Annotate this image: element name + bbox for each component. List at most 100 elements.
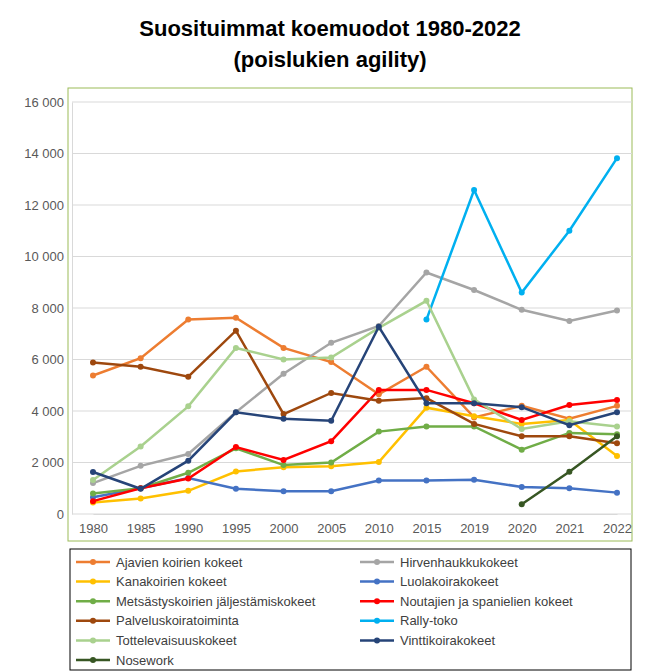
series-marker (138, 496, 144, 502)
series-line (93, 390, 617, 501)
grid-line (72, 359, 632, 360)
y-tick-label: 2 000 (31, 455, 64, 470)
series-marker (138, 486, 144, 492)
legend-marker (90, 657, 96, 663)
series-marker (519, 404, 525, 410)
series-marker (281, 488, 287, 494)
series-marker (281, 416, 287, 422)
x-axis-line (94, 514, 618, 515)
legend-marker (90, 559, 96, 565)
series-marker (185, 488, 191, 494)
series (90, 387, 620, 504)
x-axis: 1980198519901995200020052010201520192020… (79, 514, 632, 536)
legend-item: Hirvenhaukkukokeet (360, 555, 518, 570)
x-tick-label: 2022 (603, 521, 632, 536)
series-marker (614, 453, 620, 459)
y-tick: 0 (57, 507, 72, 522)
series-marker (614, 423, 620, 429)
series-marker (519, 433, 525, 439)
grid-line (72, 514, 632, 515)
series-line (93, 301, 617, 480)
series-marker (471, 400, 477, 406)
series-marker (185, 374, 191, 380)
series-marker (328, 418, 334, 424)
legend-marker (374, 618, 380, 624)
series-marker (471, 400, 477, 406)
series-marker (614, 308, 620, 314)
series-marker (471, 287, 477, 293)
x-tick: 1995 (222, 514, 251, 536)
series-marker (185, 470, 191, 476)
series-marker (185, 451, 191, 457)
x-tick: 2000 (270, 514, 299, 536)
series-marker (566, 433, 572, 439)
legend-item: Metsästyskoirien jäljestämiskokeet (76, 594, 316, 609)
grid (72, 102, 632, 514)
y-tick-label: 4 000 (31, 404, 64, 419)
y-tick: 16 000 (24, 95, 72, 110)
legend-marker (374, 559, 380, 565)
series-marker (423, 400, 429, 406)
series-marker (138, 444, 144, 450)
legend-label: Metsästyskoirien jäljestämiskokeet (116, 594, 316, 609)
series-marker (281, 357, 287, 363)
y-tick-label: 12 000 (24, 198, 64, 213)
series-marker (519, 307, 525, 313)
y-tick: 4 000 (31, 404, 72, 419)
series-marker (90, 372, 96, 378)
x-tick: 1985 (127, 514, 156, 536)
series-line (522, 436, 617, 504)
series-marker (519, 484, 525, 490)
series-marker (376, 459, 382, 465)
series-marker (519, 447, 525, 453)
series-line (93, 327, 617, 489)
series-marker (328, 438, 334, 444)
x-tick-label: 2005 (317, 521, 346, 536)
legend-item: Palveluskoiratoiminta (76, 613, 240, 628)
x-tick-label: 2010 (365, 521, 394, 536)
series (90, 324, 620, 492)
legend-item: Tottelevaisuuskokeet (76, 633, 237, 648)
legend-label: Tottelevaisuuskokeet (116, 633, 237, 648)
series-marker (90, 477, 96, 483)
series-marker (376, 478, 382, 484)
legend-label: Ajavien koirien kokeet (116, 555, 243, 570)
legend-item: Kanakoirien kokeet (76, 574, 227, 589)
legend-marker (90, 598, 96, 604)
x-tick-label: 1990 (174, 521, 203, 536)
series-marker (614, 403, 620, 409)
series-marker (328, 340, 334, 346)
grid-line (72, 205, 632, 206)
series-marker (328, 488, 334, 494)
series-marker (233, 409, 239, 415)
y-tick: 14 000 (24, 146, 72, 161)
x-tick: 2019 (460, 514, 489, 536)
legend-label: Kanakoirien kokeet (116, 574, 227, 589)
legend-item: Vinttikoirakokeet (360, 633, 496, 648)
y-tick-label: 0 (57, 507, 64, 522)
chart-title: Suosituimmat koemuodot 1980-2022 (139, 16, 520, 41)
series-marker (138, 463, 144, 469)
legend-label: Hirvenhaukkukokeet (400, 555, 518, 570)
x-tick-label: 2021 (555, 521, 584, 536)
series-marker (423, 298, 429, 304)
legend-label: Vinttikoirakokeet (400, 633, 496, 648)
y-tick-label: 14 000 (24, 146, 64, 161)
series-marker (566, 469, 572, 475)
x-tick-label: 2019 (460, 521, 489, 536)
series (519, 433, 620, 507)
series-marker (185, 317, 191, 323)
plot-area (90, 155, 620, 507)
series-marker (566, 422, 572, 428)
x-tick: 2021 (555, 514, 584, 536)
series (90, 269, 620, 486)
series-marker (233, 444, 239, 450)
x-tick: 2022 (603, 514, 632, 536)
x-tick-label: 2015 (412, 521, 441, 536)
series (90, 423, 620, 496)
x-tick: 2020 (508, 514, 537, 536)
series-marker (566, 402, 572, 408)
series-marker (90, 490, 96, 496)
series-marker (566, 485, 572, 491)
legend-marker (374, 598, 380, 604)
